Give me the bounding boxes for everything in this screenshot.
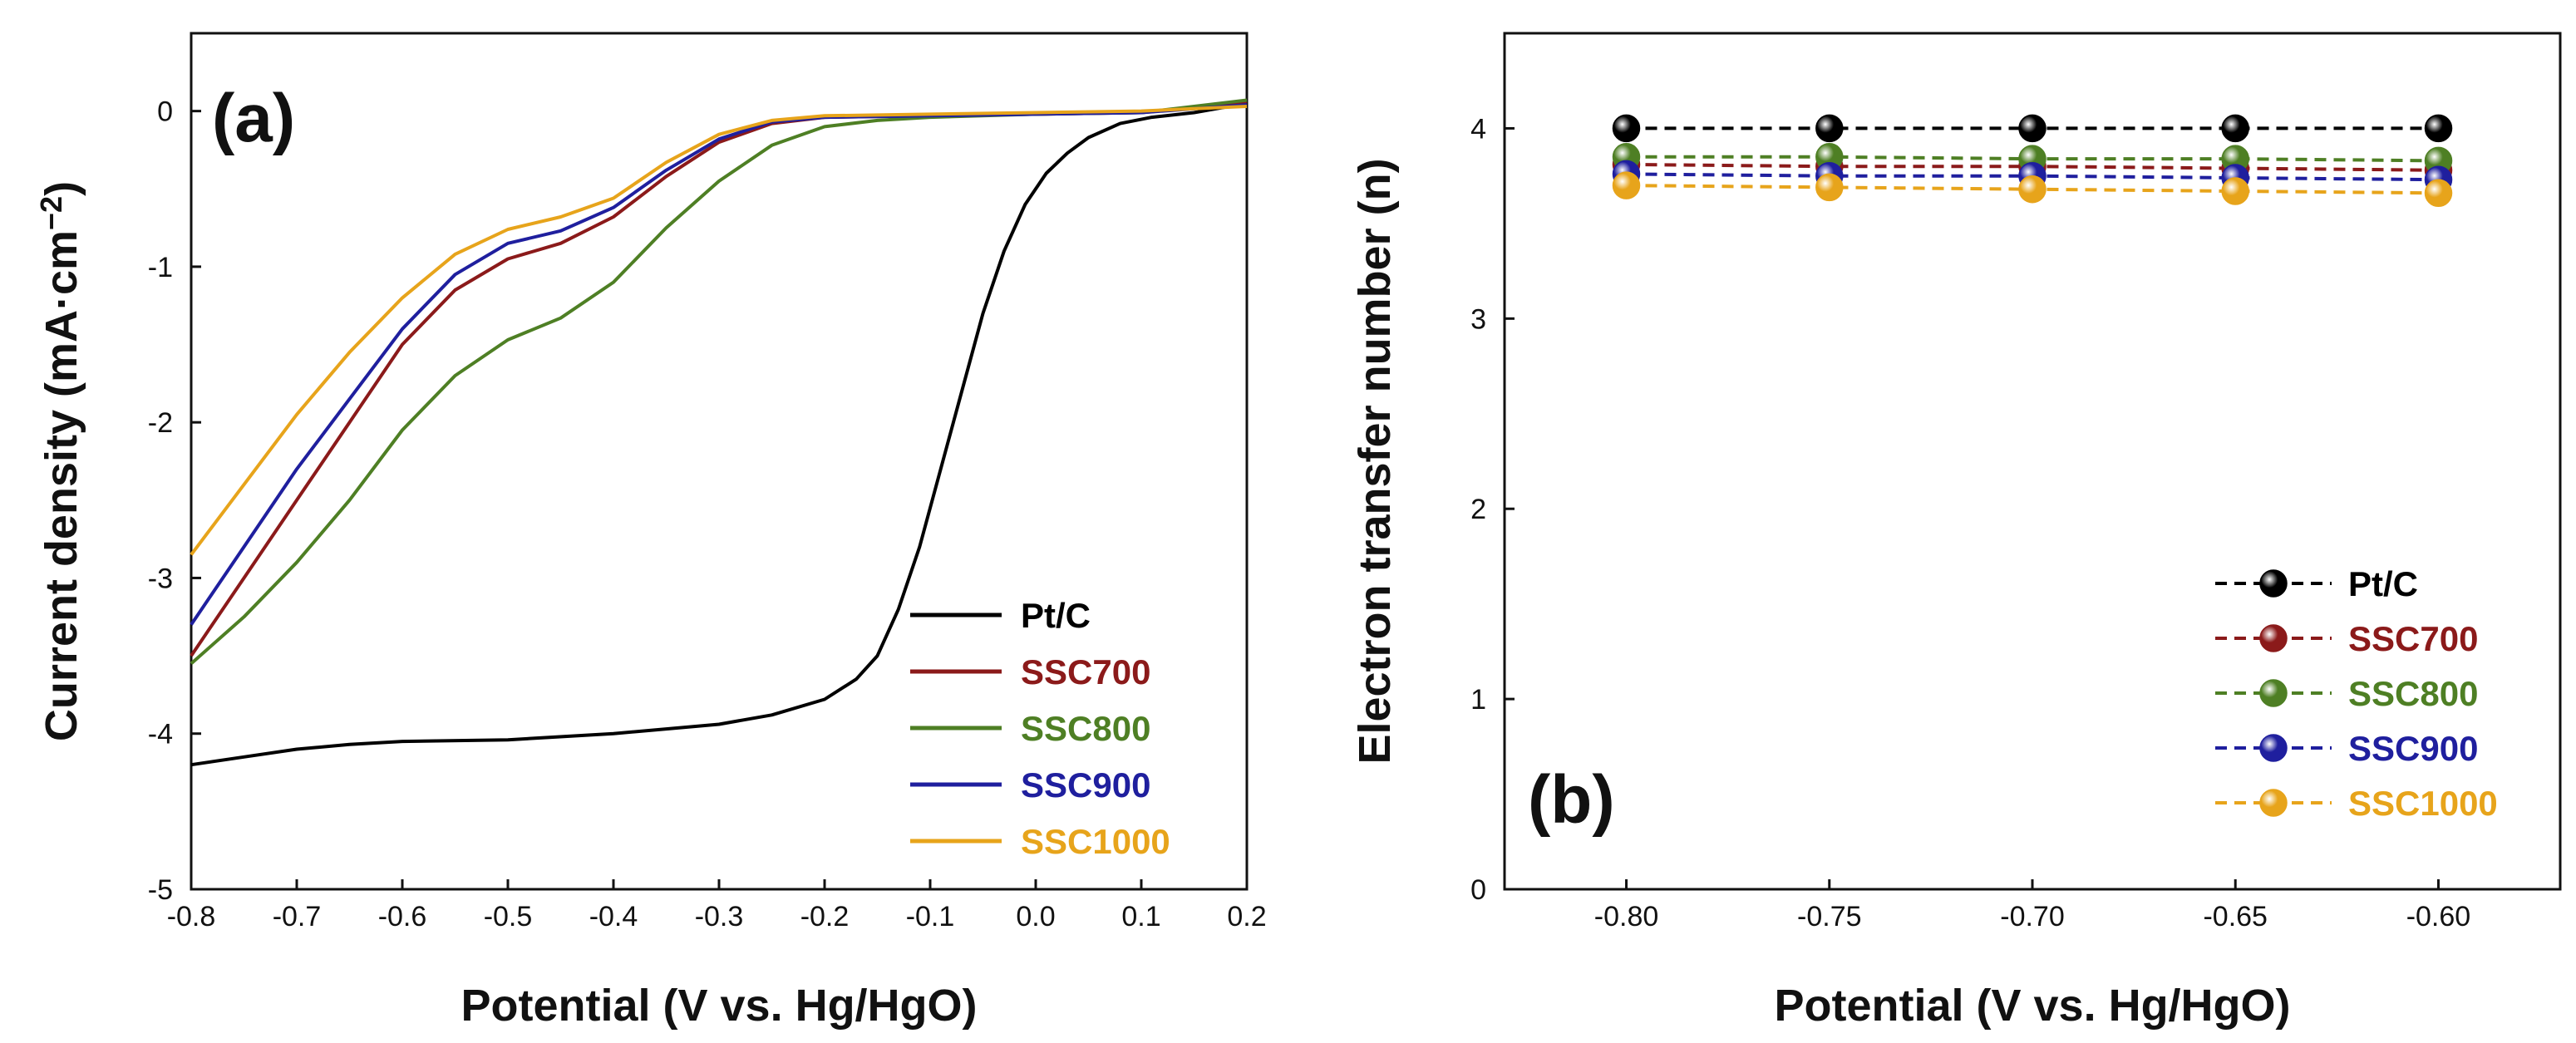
y-tick-label: -4 [148,719,173,750]
data-point-pt-c [2221,114,2249,143]
legend-label-ssc700: SSC700 [1021,652,1150,691]
series-line-ssc700 [190,101,1248,657]
y-tick-label: 3 [1470,303,1486,335]
x-tick-label: -0.5 [484,901,533,932]
panel-a-y-axis-title-main: Current density (mA·cm [37,230,86,741]
data-point-pt-c [1612,114,1641,143]
legend-marker-ssc700 [2259,624,2288,652]
data-point-ssc1000 [1815,173,1844,202]
panel-a-label: (a) [212,81,295,156]
series-line-ssc1000 [190,105,1248,556]
x-tick-label: -0.65 [2203,901,2268,932]
y-tick-label: 4 [1470,113,1486,145]
data-point-pt-c [1815,114,1844,143]
y-tick-label: -1 [148,252,173,283]
y-tick-label: 1 [1470,684,1486,716]
data-point-pt-c [2424,114,2453,143]
data-point-ssc1000 [2018,175,2047,204]
data-point-ssc1000 [2424,179,2453,208]
y-tick-label: 2 [1470,494,1486,525]
x-tick-label: -0.2 [800,901,850,932]
legend-label-ssc1000: SSC1000 [1021,822,1170,861]
x-tick-label: 0.1 [1121,901,1160,932]
panel-a-chart: -0.8 -0.7 -0.6 -0.5 -0.4 -0.3 -0.2 -0.1 0.0 0.1 0.… [34,32,1267,1031]
panel-b-y-axis-title: Electron transfer number (n) [1350,158,1400,764]
y-tick-label: -2 [148,407,173,439]
legend-label-pt-c: Pt/C [1021,596,1091,635]
panel-a-y-axis-title-end: ) [37,181,86,196]
legend-label-pt-c: Pt/C [2348,564,2418,603]
legend-marker-pt-c [2259,569,2288,598]
series-line-ssc800 [190,98,1248,665]
x-tick-label: -0.60 [2406,901,2471,932]
y-tick-label: 0 [1470,874,1486,906]
data-point-pt-c [2018,114,2047,143]
x-tick-label: -0.75 [1797,901,1862,932]
legend-label-ssc900: SSC900 [2348,729,2478,768]
panel-a-x-axis-title: Potential (V vs. Hg/HgO) [461,981,977,1031]
x-tick-label: 0.0 [1016,901,1055,932]
x-tick-label: -0.80 [1594,901,1659,932]
panel-b-label: (b) [1528,762,1615,838]
panel-b-chart: -0.80 -0.75 -0.70 -0.65 -0.60 0 1 2 3 4 Pt/C SSC70… [1350,32,2562,1031]
x-tick-label: 0.2 [1227,901,1266,932]
legend-marker-ssc800 [2259,679,2288,707]
x-tick-label: -0.6 [378,901,427,932]
y-tick-label: -3 [148,563,173,594]
legend-label-ssc800: SSC800 [1021,709,1150,748]
x-tick-label: -0.70 [2000,901,2065,932]
x-tick-label: -0.7 [273,901,322,932]
legend-label-ssc800: SSC800 [2348,674,2478,713]
panel-a-y-axis-title-superscript: −2 [34,196,68,230]
x-tick-label: -0.3 [695,901,744,932]
legend-label-ssc1000: SSC1000 [2348,784,2498,823]
legend-label-ssc700: SSC700 [2348,619,2478,658]
y-tick-label: 0 [157,96,173,128]
series-line-pt-c [190,101,1248,767]
legend-label-ssc900: SSC900 [1021,765,1150,804]
panel-b-x-axis-title: Potential (V vs. Hg/HgO) [1774,981,2290,1031]
data-point-ssc1000 [1612,171,1641,199]
legend-marker-ssc900 [2259,734,2288,762]
x-tick-label: -0.1 [906,901,955,932]
x-tick-label: -0.4 [589,901,638,932]
x-tick-label: -0.8 [167,901,216,932]
data-point-ssc1000 [2221,177,2249,205]
panel-a-y-axis-title: Current density (mA·cm−2) [34,181,86,741]
legend-marker-ssc1000 [2259,789,2288,817]
y-tick-label: -5 [148,874,173,906]
panel-a-plot-frame [190,32,1249,891]
